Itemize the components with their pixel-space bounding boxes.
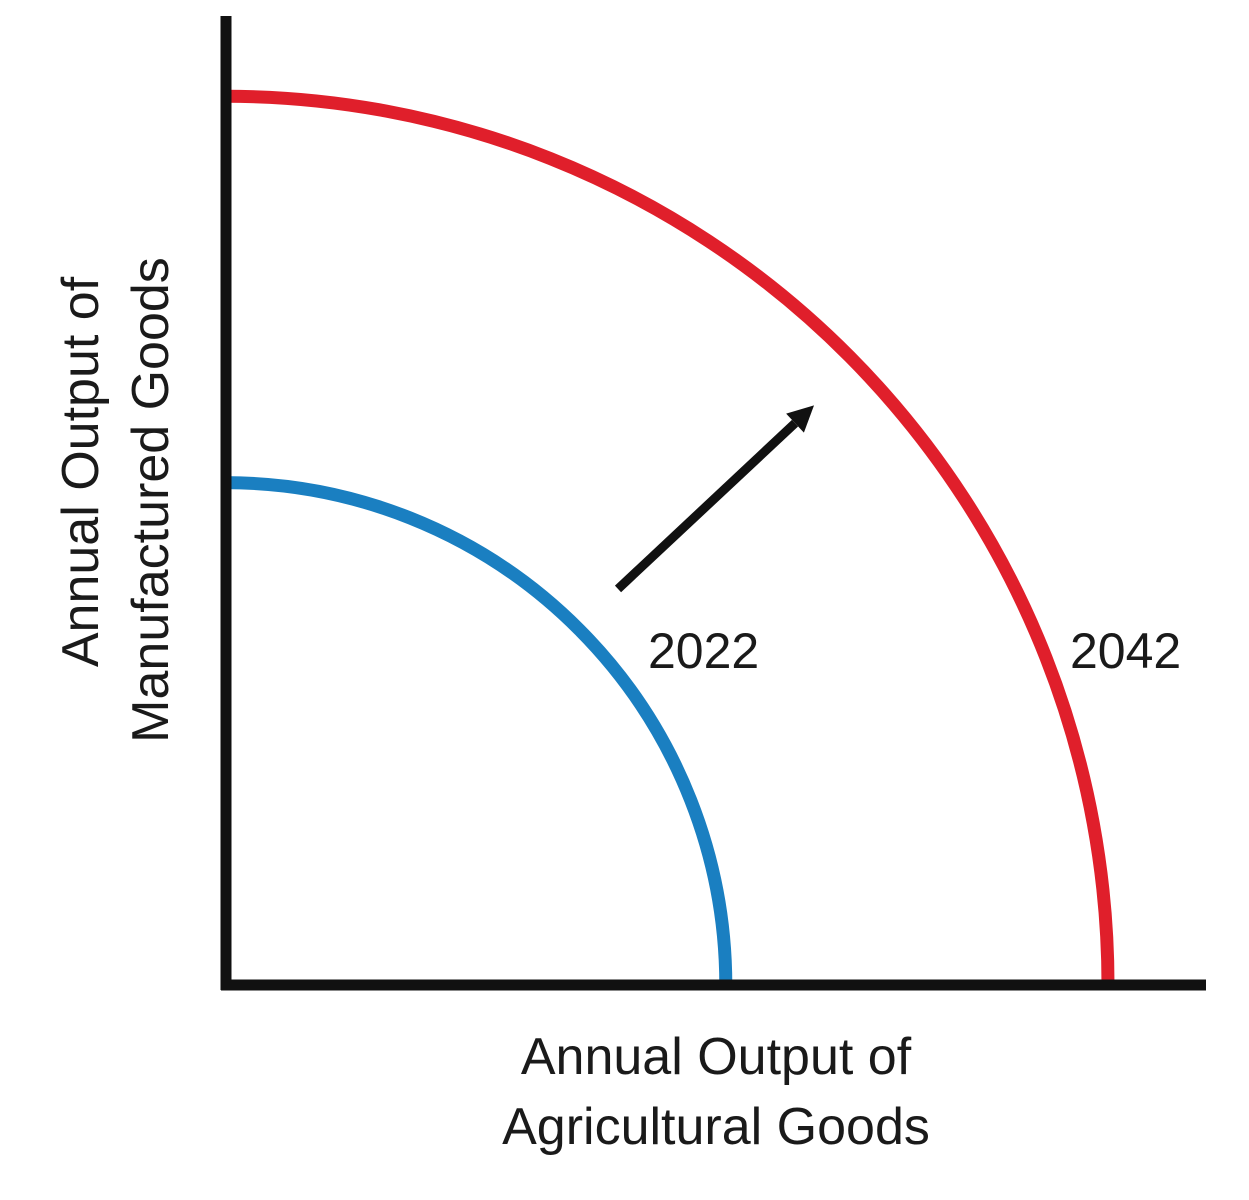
x-axis-label-line2: Agricultural Goods [502,1098,930,1156]
y-axis-label-line1: Annual Output of [52,276,110,667]
ppf-curve-2042 [225,89,1115,986]
curves-layer [225,89,1115,986]
ppf-curve-2022 [225,476,733,986]
series-label-2022: 2022 [648,623,759,679]
y-axis-label-line2: Manufactured Goods [122,257,180,743]
shift-arrow [614,419,799,593]
series-label-2042: 2042 [1070,623,1181,679]
shift-arrow-head [786,405,814,433]
x-axis-label-line1: Annual Output of [521,1028,912,1086]
